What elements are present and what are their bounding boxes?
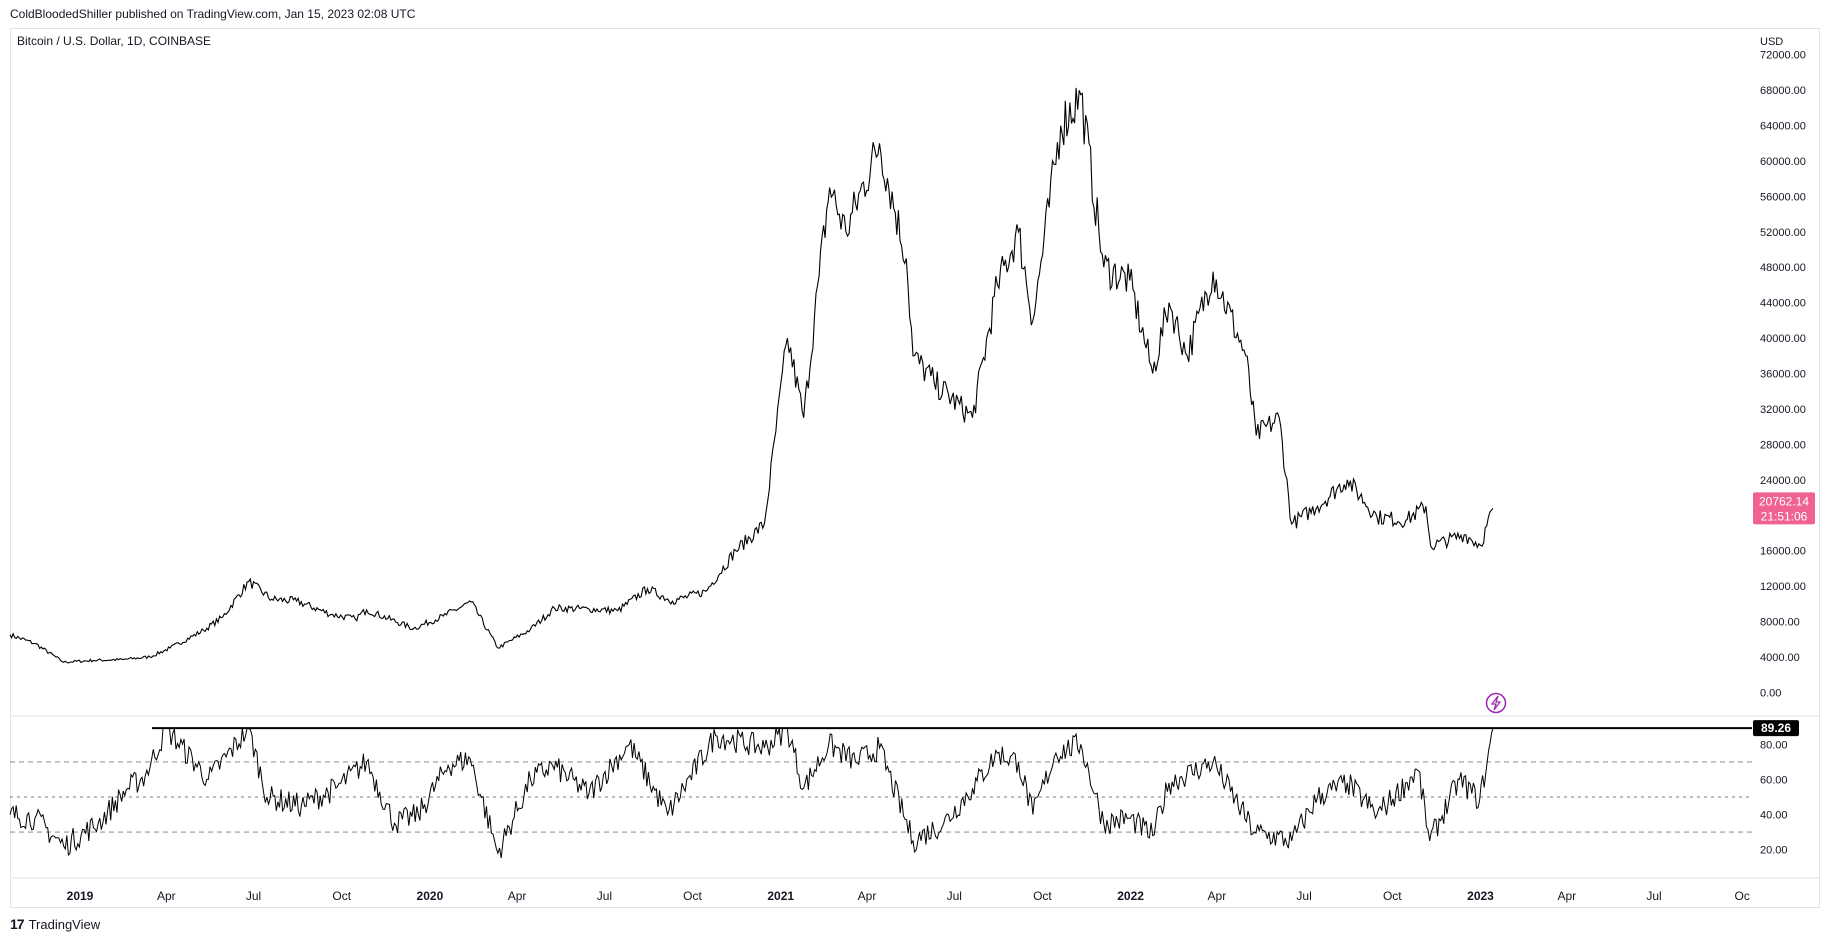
price-tick-label: 32000.00: [1760, 404, 1806, 416]
time-tick-label: 2022: [1117, 889, 1144, 903]
price-tick-label: 0.00: [1760, 687, 1781, 699]
time-tick-label: Oct: [332, 889, 351, 903]
price-tick-label: 28000.00: [1760, 439, 1806, 451]
price-tick-label: 36000.00: [1760, 369, 1806, 381]
time-tick-label: 2019: [67, 889, 94, 903]
time-tick-label: 2020: [417, 889, 444, 903]
time-tick-label: Jul: [1646, 889, 1661, 903]
time-tick-label: Oct: [683, 889, 702, 903]
price-badge: 20762.14 21:51:06: [1753, 492, 1815, 525]
time-tick-label: Jul: [246, 889, 261, 903]
chart-frame[interactable]: [10, 28, 1820, 908]
price-tick-label: 68000.00: [1760, 85, 1806, 97]
time-tick-label: Oct: [1383, 889, 1402, 903]
time-tick-label: Apr: [1557, 889, 1576, 903]
time-tick-label: Apr: [157, 889, 176, 903]
price-tick-label: 24000.00: [1760, 475, 1806, 487]
time-tick-label: Apr: [858, 889, 877, 903]
rsi-axis[interactable]: 80.00 60.00 40.00 20.00: [1760, 739, 1788, 856]
price-series-line: [9, 87, 1494, 664]
price-tick-label: 48000.00: [1760, 262, 1806, 274]
lightning-alert-icon[interactable]: [1485, 692, 1507, 714]
rsi-tick-label: 80.00: [1760, 739, 1788, 751]
chart-title: Bitcoin / U.S. Dollar, 1D, COINBASE: [17, 34, 211, 48]
rsi-last-value-label: 89.26: [1761, 721, 1791, 735]
footer-brand[interactable]: 17 TradingView: [10, 916, 100, 932]
price-tick-label: 4000.00: [1760, 652, 1800, 664]
countdown-label: 21:51:06: [1761, 509, 1808, 523]
currency-label: USD: [1760, 36, 1783, 48]
time-axis[interactable]: 2019 Apr Jul Oct 2020 Apr Jul Oct 2021 Apr Jul Oct 2…: [67, 889, 1750, 903]
footer-brand-label: TradingView: [28, 916, 101, 932]
time-tick-label: Oct: [1033, 889, 1052, 903]
price-tick-label: 8000.00: [1760, 616, 1800, 628]
rsi-tick-label: 20.00: [1760, 845, 1788, 857]
rsi-tick-label: 60.00: [1760, 774, 1788, 786]
time-tick-label: Jul: [597, 889, 612, 903]
time-tick-label: Apr: [1208, 889, 1227, 903]
rsi-series-line: [9, 727, 1494, 859]
rsi-tick-label: 40.00: [1760, 810, 1788, 822]
price-tick-label: 44000.00: [1760, 298, 1806, 310]
price-tick-label: 12000.00: [1760, 581, 1806, 593]
time-tick-label: Apr: [508, 889, 527, 903]
time-tick-label: 2021: [767, 889, 794, 903]
publish-header: ColdBloodedShiller published on TradingV…: [10, 7, 416, 21]
rsi-badge: 89.26: [1753, 720, 1799, 737]
time-tick-label: Jul: [1296, 889, 1311, 903]
price-tick-label: 16000.00: [1760, 546, 1806, 558]
time-tick-label: Jul: [947, 889, 962, 903]
tradingview-logo-icon: 17: [10, 916, 25, 932]
rsi-level-lines: [10, 761, 1752, 833]
time-tick-label: Oc: [1735, 889, 1750, 903]
price-tick-label: 64000.00: [1760, 121, 1806, 133]
price-axis[interactable]: 72000.00 68000.00 64000.00 60000.00 56000.00…: [1760, 50, 1806, 700]
price-tick-label: 52000.00: [1760, 227, 1806, 239]
price-tick-label: 40000.00: [1760, 333, 1806, 345]
last-price-label: 20762.14: [1759, 494, 1809, 508]
time-tick-label: 2023: [1467, 889, 1494, 903]
price-tick-label: 56000.00: [1760, 191, 1806, 203]
price-tick-label: 72000.00: [1760, 50, 1806, 62]
price-tick-label: 60000.00: [1760, 156, 1806, 168]
